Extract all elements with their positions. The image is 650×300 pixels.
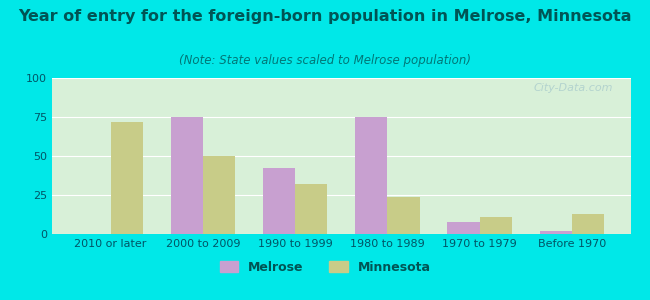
Bar bbox=[355, 117, 387, 234]
Text: (Note: State values scaled to Melrose population): (Note: State values scaled to Melrose po… bbox=[179, 54, 471, 67]
Legend: Melrose, Minnesota: Melrose, Minnesota bbox=[214, 256, 436, 279]
Bar bbox=[170, 117, 203, 234]
Bar bbox=[111, 122, 143, 234]
Bar bbox=[540, 231, 572, 234]
Bar bbox=[263, 169, 295, 234]
Bar bbox=[203, 156, 235, 234]
Bar bbox=[572, 214, 604, 234]
Bar bbox=[295, 184, 328, 234]
Bar bbox=[387, 196, 420, 234]
Text: City-Data.com: City-Data.com bbox=[534, 83, 613, 93]
Bar bbox=[480, 217, 512, 234]
Text: Year of entry for the foreign-born population in Melrose, Minnesota: Year of entry for the foreign-born popul… bbox=[18, 9, 632, 24]
Bar bbox=[447, 221, 480, 234]
